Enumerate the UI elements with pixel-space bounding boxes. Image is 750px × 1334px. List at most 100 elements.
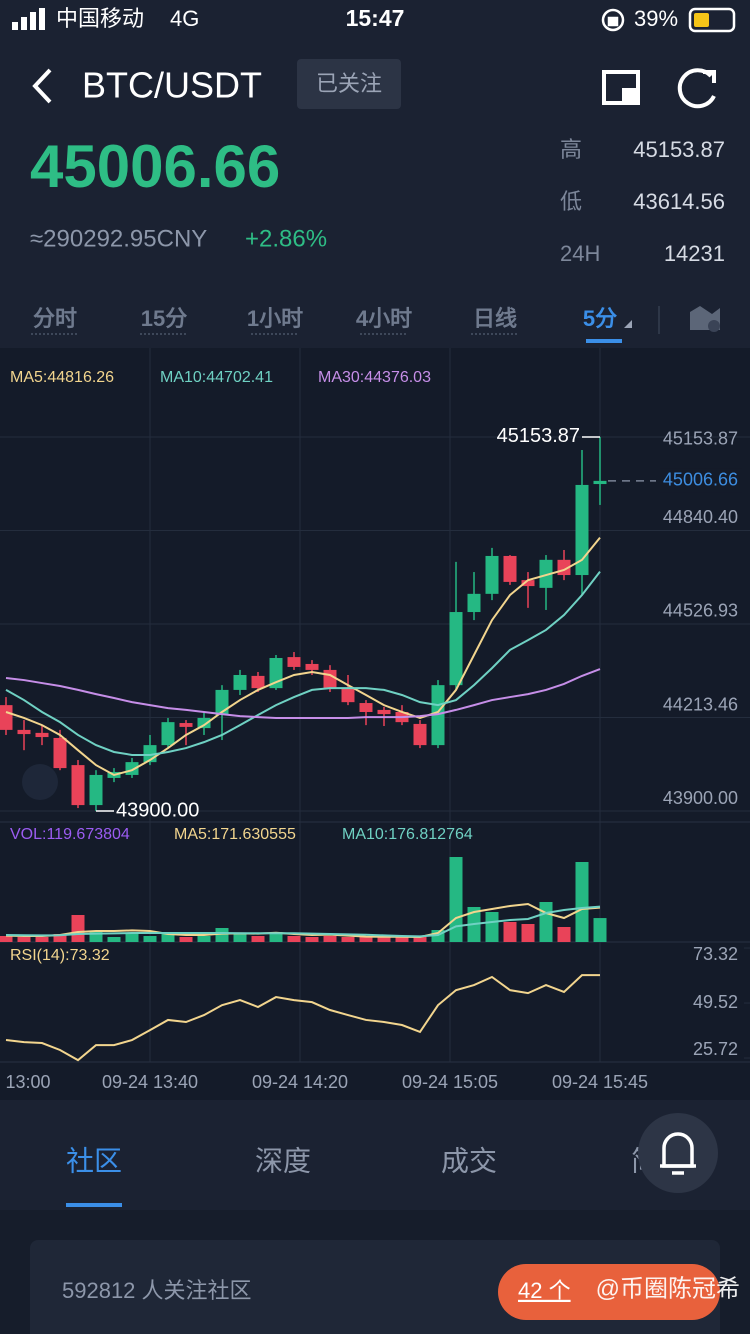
volume-bar — [485, 912, 499, 942]
stat-value: 45153.87 — [633, 137, 725, 162]
candle-body — [323, 669, 337, 689]
watermark: @币圈陈冠希 — [596, 1275, 740, 1302]
volume-bar — [323, 936, 337, 942]
rotation-lock-icon — [601, 8, 625, 32]
stat-label: 高 — [560, 137, 582, 162]
candle-body — [161, 722, 175, 746]
bottom-tab[interactable]: 成交 — [441, 1145, 497, 1176]
bell-icon — [660, 1132, 696, 1175]
x-tick-label: 09-24 15:45 — [552, 1072, 648, 1092]
volume-bar — [539, 902, 553, 942]
candle-body — [35, 732, 49, 738]
volume-bar — [575, 862, 589, 942]
volume-bar — [197, 936, 211, 942]
stat-value: 14231 — [664, 241, 725, 266]
discuss-count: 42 个 — [518, 1278, 571, 1303]
dropdown-caret — [624, 320, 632, 328]
kline-chart: 45153.87 44840.40 44526.93 44213.46 43900.00… — [0, 369, 750, 1092]
candle-body — [593, 480, 607, 485]
legend-entry: MA10:176.812764 — [342, 826, 473, 843]
volume-bar — [269, 932, 283, 942]
share-icon[interactable] — [677, 68, 716, 109]
volume-bar — [287, 936, 301, 942]
y-tick-label: 44526.93 — [663, 601, 738, 621]
last-price: 45006.66 — [30, 133, 280, 200]
legend-entry: RSI(14):73.32 — [10, 947, 110, 964]
volume-bar — [17, 937, 31, 942]
candle-body — [305, 663, 319, 670]
candle-body — [377, 709, 391, 715]
candle-body — [539, 559, 553, 588]
volume-bar — [359, 937, 373, 942]
volume-bar — [341, 937, 355, 942]
candle-body — [503, 555, 517, 582]
bottom-tab[interactable]: 深度 — [255, 1145, 311, 1176]
y-tick-label: 25.72 — [693, 1039, 738, 1059]
legend-entry: MA5:44816.26 — [10, 369, 114, 386]
candle-body — [467, 593, 481, 613]
legend-entry: MA30:44376.03 — [318, 369, 431, 386]
y-tick-label: 49.52 — [693, 992, 738, 1012]
volume-bar — [377, 937, 391, 942]
volume-bar — [0, 936, 13, 942]
legend-entry: MA10:44702.41 — [160, 369, 273, 386]
x-tick-label: 09-24 14:20 — [252, 1072, 348, 1092]
candle-body — [53, 737, 67, 769]
indicator-line — [5, 902, 601, 939]
y-tick-label: 73.32 — [693, 944, 738, 964]
chart-settings-icon[interactable] — [690, 306, 720, 332]
volume-bar — [179, 937, 193, 942]
candle-body — [413, 723, 427, 746]
x-tick-label: 09-24 15:05 — [402, 1072, 498, 1092]
volume-bar — [161, 932, 175, 942]
volume-bar — [305, 937, 319, 942]
interval-tab[interactable]: 4小时 — [356, 306, 412, 331]
back-button[interactable] — [32, 68, 52, 104]
discuss-button[interactable] — [498, 1264, 720, 1320]
candle-body — [575, 484, 589, 576]
volume-bar — [143, 936, 157, 942]
volume-bar — [71, 915, 85, 942]
pip-icon[interactable] — [602, 70, 640, 105]
indicator-line — [5, 905, 601, 938]
network: 4G — [170, 6, 199, 31]
y-tick-label: 43900.00 — [663, 788, 738, 808]
interval-tab[interactable]: 日线 — [473, 306, 517, 331]
pair-title: BTC/USDT — [82, 65, 262, 106]
candle-body — [251, 675, 265, 689]
indicator-line — [5, 537, 601, 777]
notification-button[interactable] — [638, 1113, 718, 1193]
candle-body — [0, 705, 13, 730]
candle-body — [89, 774, 103, 806]
volume-bar — [251, 936, 265, 942]
active-tab-indicator — [586, 339, 622, 343]
low-label: 43900.00 — [116, 799, 199, 821]
stat-value: 43614.56 — [633, 189, 725, 214]
volume-bar — [233, 934, 247, 942]
y-tick-label: 44213.46 — [663, 694, 738, 714]
bottom-tab[interactable]: 社区 — [66, 1145, 122, 1176]
candle-body — [521, 580, 535, 587]
stat-label: 低 — [560, 189, 582, 214]
volume-bar — [107, 937, 121, 942]
interval-tab[interactable]: 15分 — [141, 306, 187, 331]
candle-body — [485, 555, 499, 594]
interval-tab[interactable]: 分时 — [33, 306, 77, 331]
watermark-logo — [22, 764, 58, 800]
candle-body — [17, 729, 31, 735]
interval-tab[interactable]: 1小时 — [247, 306, 303, 331]
legend-entry: VOL:119.673804 — [10, 826, 130, 843]
y-tick-label: 44840.40 — [663, 507, 738, 527]
battery-icon — [688, 7, 736, 33]
battery-level: 39% — [634, 6, 678, 31]
volume-bar — [53, 934, 67, 942]
followers: 592812 人关注社区 — [62, 1278, 252, 1303]
clock: 15:47 — [346, 5, 405, 31]
interval-tab[interactable]: 5分 — [583, 306, 617, 331]
follow-button[interactable] — [297, 59, 401, 109]
volume-bar — [89, 932, 103, 942]
last-price-box — [660, 468, 742, 493]
chart-background — [0, 348, 750, 1100]
candle-body — [71, 765, 85, 806]
